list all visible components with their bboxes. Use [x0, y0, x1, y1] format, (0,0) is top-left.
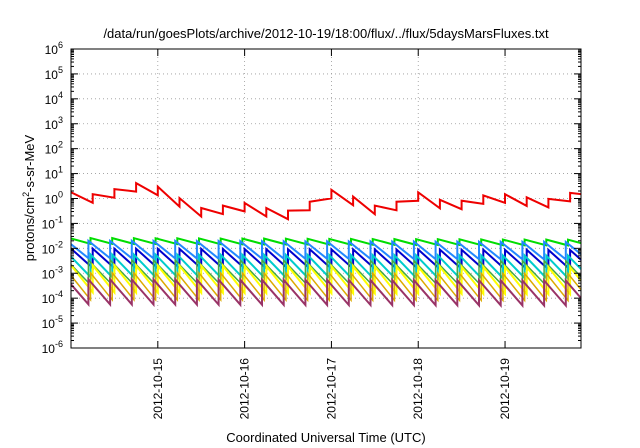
y-tick-label: 106 — [45, 40, 63, 57]
series-line — [71, 181, 581, 221]
series-line — [71, 238, 581, 262]
y-tick-label: 104 — [45, 90, 63, 107]
series-line — [71, 262, 581, 298]
y-tick-label: 10-2 — [42, 239, 63, 256]
grid — [71, 49, 581, 348]
x-axis-label: Coordinated Universal Time (UTC) — [226, 430, 425, 445]
x-tick-label: 2012-10-16 — [238, 358, 252, 420]
y-tick-label: 10-1 — [42, 214, 63, 231]
x-tick-label: 2012-10-15 — [151, 358, 165, 420]
axes: 10-6 10-5 10-4 10-3 10-2 10-1 100 101 102 103 104 1… — [42, 40, 581, 419]
y-tick-label: 10-5 — [42, 314, 63, 331]
x-tick-label: 2012-10-17 — [324, 358, 338, 420]
chart-title: /data/run/goesPlots/archive/2012-10-19/1… — [103, 26, 549, 41]
series-line — [71, 276, 581, 309]
y-tick-label: 100 — [45, 190, 63, 207]
x-tick-label: 2012-10-18 — [411, 358, 425, 420]
y-tick-label: 10-3 — [42, 264, 63, 281]
y-tick-label: 103 — [45, 115, 63, 132]
x-tick-label: 2012-10-19 — [498, 358, 512, 420]
y-tick-label: 10-6 — [42, 339, 63, 356]
y-tick-label: 105 — [45, 65, 63, 82]
y-tick-label: 10-4 — [42, 289, 63, 306]
series-line — [71, 270, 581, 303]
y-axis-label: protons/cm2-s-sr-MeV — [21, 134, 37, 261]
y-tick-label: 102 — [45, 140, 63, 157]
y-tick-label: 101 — [45, 165, 63, 182]
series-group — [71, 181, 581, 309]
